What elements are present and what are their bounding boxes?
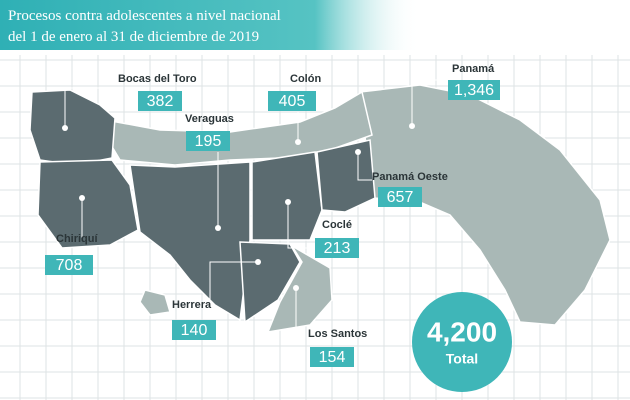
region-dot [215,225,221,231]
total-caption: Total [446,351,478,367]
value-box [310,347,354,367]
region-name: Veraguas [185,113,234,125]
labels: Bocas del Toro 382 Colón 405 Panamá 1,346 Vera… [45,63,500,367]
region-value: 140 [181,322,208,339]
region-dot [62,125,68,131]
region-value: 405 [279,93,306,110]
region-dot [293,285,299,291]
region-name: Panamá Oeste [372,171,448,183]
region-dot [255,259,261,265]
region-name: Los Santos [308,328,367,340]
region-los-santos [266,245,333,333]
title-line: del 1 de enero al 31 de diciembre de 201… [8,29,259,45]
region-name: Panamá [452,63,495,75]
title-line: Procesos contra adolescentes a nivel nac… [8,8,281,24]
leader-line [64,87,118,128]
region-value: 1,346 [454,82,494,99]
region-dot [409,123,415,129]
leader-line [209,261,258,300]
value-box [378,187,422,207]
region-name: Herrera [172,299,212,311]
value-box [138,91,182,111]
island-coiba [139,289,171,316]
region-value: 382 [147,93,174,110]
map [29,84,611,333]
region-bocas [29,89,116,166]
region-veraguas [129,161,251,322]
region-dot [285,199,291,205]
region-value: 195 [195,133,222,150]
leader-line [357,152,372,181]
total-value: 4,200 [427,316,497,347]
region-panama-oeste [316,139,376,213]
region-name: Coclé [322,219,352,231]
leader-line [411,79,448,126]
region-dot [355,149,361,155]
region-dot [295,139,301,145]
region-dot [79,195,85,201]
region-value: 657 [387,189,414,206]
value-box [448,80,500,100]
region-value: 708 [56,257,83,274]
value-box [45,255,93,275]
value-box [268,91,316,111]
region-chiriqui [37,159,139,249]
region-name: Chiriquí [56,233,98,245]
region-cocle [251,151,323,241]
region-panama [359,84,611,326]
region-value: 154 [319,349,346,366]
value-box [315,238,359,258]
value-box [172,320,216,340]
region-value: 213 [324,240,351,257]
header-band [0,0,420,50]
region-name: Colón [290,73,321,85]
leader-line [287,202,315,249]
region-name: Bocas del Toro [118,73,197,85]
total-circle [412,292,512,392]
value-box [186,131,230,151]
